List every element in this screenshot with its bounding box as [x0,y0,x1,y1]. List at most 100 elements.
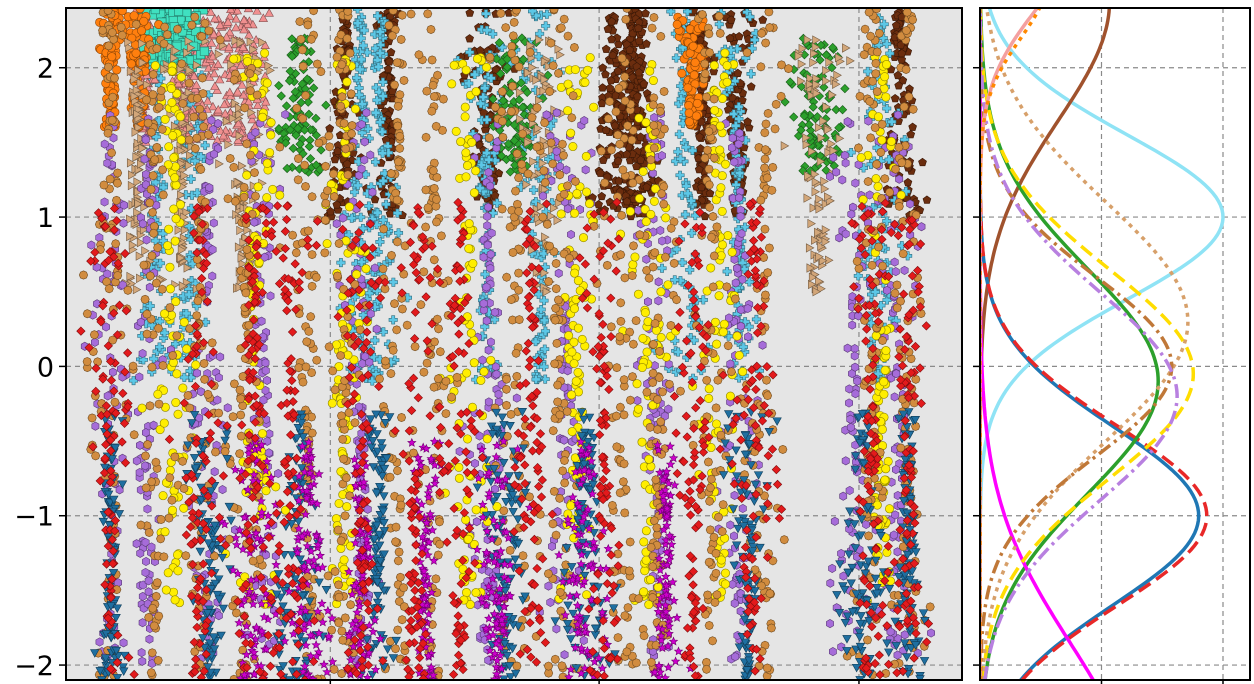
scatter-point [717,240,727,250]
scatter-point [262,158,272,168]
scatter-point [633,404,643,414]
scatter-point [658,151,666,161]
scatter-point [492,369,501,379]
scatter-point [577,334,587,344]
scatter-point [372,324,381,334]
scatter-point [145,282,154,292]
scatter-point [261,486,271,496]
scatter-point [906,199,914,209]
scatter-point [466,328,476,338]
scatter-point [829,647,837,657]
scatter-point [650,113,659,123]
scatter-point [469,358,479,368]
scatter-point [638,166,648,176]
scatter-point [735,193,743,203]
scatter-point [486,263,495,273]
scatter-point [464,219,474,229]
scatter-point [894,110,902,120]
scatter-point [484,202,493,212]
scatter-point [684,117,694,127]
scatter-point [242,170,252,180]
scatter-point [207,115,216,125]
scatter-point [462,368,472,378]
scatter-point [360,155,369,165]
scatter-point [572,189,582,199]
scatter-point [712,339,722,349]
scatter-point [214,611,223,621]
scatter-point [841,158,850,168]
scatter-point [826,619,834,629]
scatter-point [344,202,354,212]
scatter-point [664,404,673,414]
scatter-point [554,268,563,278]
scatter-point [342,159,352,168]
scatter-point [566,390,576,400]
scatter-point [734,139,743,149]
scatter-point [890,530,898,540]
scatter-point [262,78,272,88]
scatter-point [548,541,556,551]
scatter-point [636,155,645,164]
scatter-point [176,72,186,82]
scatter-point [210,467,219,477]
scatter-point [845,485,854,496]
scatter-point [917,222,926,232]
scatter-point [733,263,741,273]
scatter-point [643,317,653,327]
scatter-point [731,652,740,662]
scatter-point [642,39,651,48]
scatter-point [137,648,146,658]
scatter-point [723,231,733,241]
scatter-point [170,595,180,605]
scatter-point [544,581,553,591]
scatter-point [690,58,700,68]
scatter-point [208,271,217,281]
scatter-point [199,46,209,56]
scatter-point [464,244,474,254]
scatter-point [892,465,900,475]
scatter-point [714,291,724,301]
scatter-point [107,52,117,62]
scatter-point [209,218,218,228]
scatter-point [352,269,362,279]
scatter-point [582,590,592,600]
scatter-point [841,456,850,466]
scatter-point [257,429,267,439]
scatter-point [461,587,471,597]
scatter-point [213,395,222,405]
scatter-point [883,285,891,295]
scatter-point [167,66,177,76]
scatter-point [639,587,649,597]
scatter-point [552,146,561,156]
scatter-point [95,233,104,243]
scatter-point [172,369,182,379]
scatter-point [487,337,495,347]
scatter-point [169,153,179,163]
scatter-point [169,204,179,214]
scatter-point [100,197,109,207]
scatter-point [165,262,175,272]
scatter-point [566,128,576,138]
scatter-point [634,113,644,123]
scatter-point [253,182,263,192]
scatter-point [843,343,852,353]
scatter-point [465,34,474,43]
scatter-point [644,454,654,464]
scatter-point [829,152,838,163]
scatter-point [843,117,852,127]
scatter-point [261,358,270,368]
scatter-point [368,187,377,197]
scatter-point [476,375,486,385]
scatter-point [900,630,909,640]
scatter-point [263,375,271,385]
scatter-point [463,434,473,444]
scatter-point [208,245,217,255]
scatter-point [250,217,259,227]
scatter-point [628,260,638,270]
scatter-point [471,505,481,515]
scatter-point [479,298,488,309]
scatter-point [158,491,168,501]
scatter-point [161,585,171,595]
scatter-point [478,355,487,365]
scatter-point [471,166,481,176]
